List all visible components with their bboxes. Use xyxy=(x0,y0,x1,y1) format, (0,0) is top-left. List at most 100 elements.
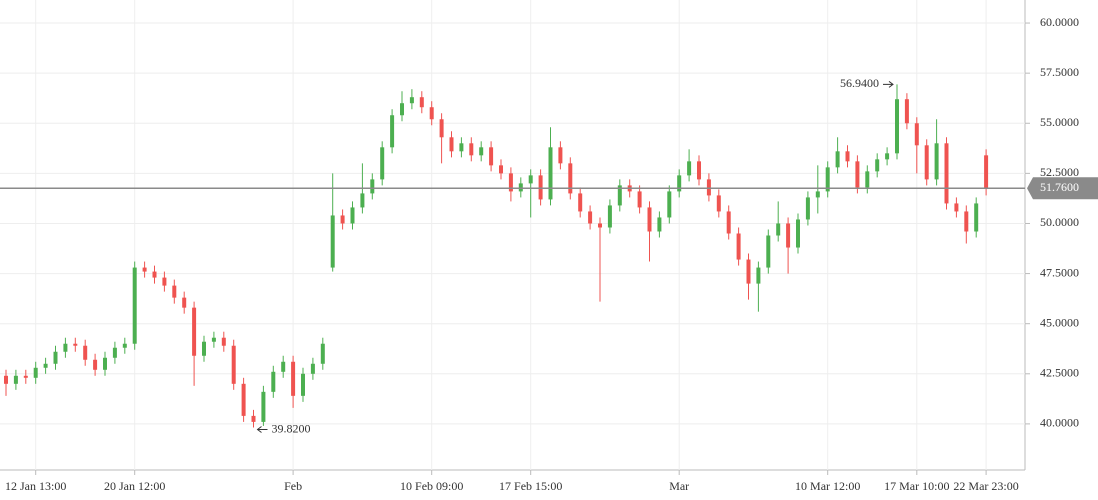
candle-body xyxy=(103,357,107,370)
candle-body xyxy=(271,371,276,392)
candle-body xyxy=(310,363,315,374)
candle-body xyxy=(736,233,741,260)
candle-body xyxy=(706,179,711,196)
candle-body xyxy=(637,191,642,208)
candle-body xyxy=(667,191,672,218)
x-tick-label: 17 Mar 10:00 xyxy=(884,479,949,493)
candle-body xyxy=(291,361,296,396)
candle-body xyxy=(409,97,414,104)
y-tick-label: 42.5000 xyxy=(1040,366,1079,380)
x-tick-label: 20 Jan 12:00 xyxy=(104,479,165,493)
low-annotation: 39.8200 xyxy=(272,421,311,435)
x-tick-label: Feb xyxy=(284,479,302,493)
candle-body xyxy=(607,205,612,228)
candle-body xyxy=(192,307,197,356)
candle-body xyxy=(4,375,8,384)
candle-body xyxy=(578,193,583,212)
candle-body xyxy=(914,123,919,146)
candle-body xyxy=(459,143,464,152)
candle-body xyxy=(172,285,177,298)
candle-body xyxy=(885,153,890,160)
candle-body xyxy=(400,103,404,116)
candle-body xyxy=(479,147,484,156)
candle-body xyxy=(647,207,652,232)
candle-body xyxy=(93,359,98,370)
candle-body xyxy=(865,171,870,188)
candle-body xyxy=(716,195,721,212)
candle-body xyxy=(439,119,444,138)
candle-body xyxy=(419,97,424,108)
candle-body xyxy=(855,161,860,188)
y-tick-label: 47.5000 xyxy=(1040,265,1079,279)
candle-body xyxy=(677,175,682,192)
candle-body xyxy=(538,175,543,200)
x-tick-label: 22 Mar 23:00 xyxy=(953,479,1018,493)
candle-body xyxy=(13,375,18,384)
last-price-label: 51.7600 xyxy=(1040,180,1079,194)
candle-body xyxy=(231,345,236,384)
x-tick-label: 10 Feb 09:00 xyxy=(400,479,463,493)
candle-body xyxy=(112,347,117,358)
candle-body xyxy=(301,373,305,396)
candle-body xyxy=(380,147,385,180)
candle-body xyxy=(964,211,969,232)
candle-body xyxy=(617,185,622,206)
candle-body xyxy=(766,235,771,268)
candle-body xyxy=(83,345,88,360)
candle-body xyxy=(370,179,375,194)
y-tick-label: 60.0000 xyxy=(1040,15,1079,29)
candle-body xyxy=(251,415,256,422)
candle-body xyxy=(73,343,78,346)
candle-body xyxy=(776,223,781,236)
high-annotation: 56.9400 xyxy=(840,76,879,90)
candle-body xyxy=(469,143,474,156)
candle-body xyxy=(518,183,523,192)
candle-body xyxy=(825,167,830,192)
candle-body xyxy=(904,99,909,124)
candle-body xyxy=(152,271,157,278)
y-tick-label: 57.5000 xyxy=(1040,65,1079,79)
candle-body xyxy=(786,223,791,248)
candle-body xyxy=(53,351,58,364)
candle-body xyxy=(261,391,266,422)
high-arrow xyxy=(883,80,894,88)
candle-body xyxy=(924,145,929,180)
candle-body xyxy=(568,163,573,194)
candle-body xyxy=(558,147,563,164)
candle-body xyxy=(23,375,28,378)
candle-body xyxy=(281,361,286,372)
x-tick-label: 17 Feb 15:00 xyxy=(499,479,562,493)
candle-body xyxy=(657,217,662,232)
y-tick-label: 52.5000 xyxy=(1040,165,1079,179)
candle-body xyxy=(974,203,979,232)
candle-body xyxy=(944,143,949,204)
candle-body xyxy=(449,137,454,152)
candle-body xyxy=(221,337,226,346)
candle-body xyxy=(875,159,880,172)
candle-body xyxy=(697,161,701,180)
candle-body xyxy=(330,215,335,268)
candle-body xyxy=(43,363,48,368)
candle-body xyxy=(845,151,850,162)
candle-body xyxy=(241,383,246,416)
candle-body xyxy=(687,161,692,176)
candle-body xyxy=(954,203,959,212)
candle-body xyxy=(815,191,820,198)
candle-body xyxy=(984,155,989,189)
y-tick-label: 40.0000 xyxy=(1040,416,1079,430)
candle-body xyxy=(202,341,206,356)
candle-body xyxy=(528,175,533,184)
candle-body xyxy=(390,115,395,148)
candle-body xyxy=(746,259,751,284)
candle-body xyxy=(895,99,899,154)
y-tick-label: 50.0000 xyxy=(1040,215,1079,229)
candle-body xyxy=(132,267,137,344)
candle-body xyxy=(598,223,602,228)
candle-body xyxy=(162,277,167,286)
x-tick-label: 12 Jan 13:00 xyxy=(5,479,66,493)
candle-body xyxy=(142,267,147,272)
candle-body xyxy=(588,211,593,224)
candle-body xyxy=(211,337,216,342)
candle-body xyxy=(33,367,38,378)
